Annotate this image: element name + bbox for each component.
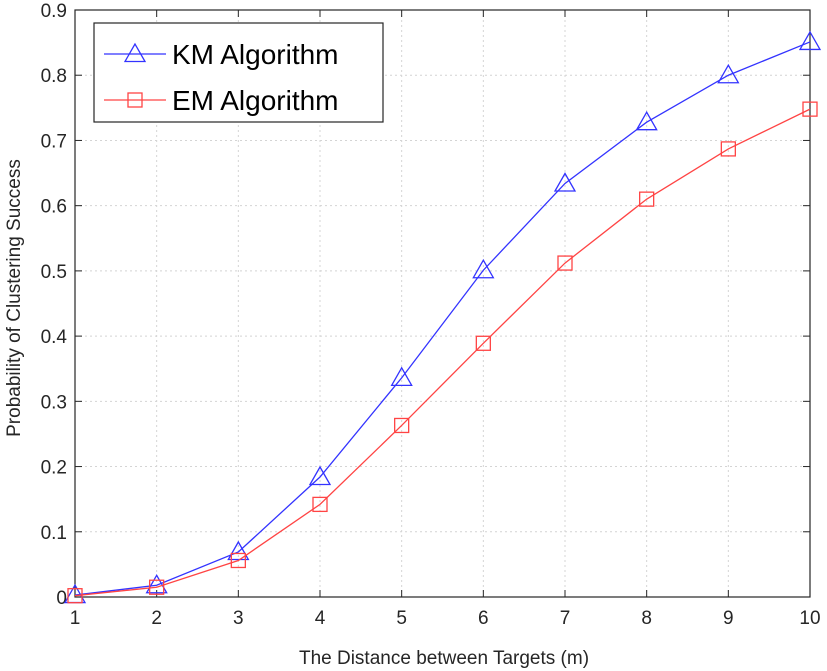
y-tick-label: 0.4 [41,327,68,348]
plot-frame [74,9,811,598]
x-axis-label: The Distance between Targets (m) [299,648,589,669]
data-point-square [557,255,573,271]
y-tick-label: 0.2 [41,458,67,479]
data-point-square [230,552,246,569]
data-point-square [394,417,410,434]
series-em [67,101,818,604]
y-tick-label: 0.3 [41,392,67,413]
y-axis-label: Probability of Clustering Success [4,159,25,437]
data-point-triangle [798,30,822,51]
series-layer [63,30,822,604]
series-line [74,108,811,597]
series-km [63,30,822,604]
data-point-square [149,579,165,595]
data-point-triangle [553,172,577,192]
legend-marker-em [127,92,143,108]
y-tick-label: 0.9 [41,1,67,22]
y-tick-label: 0.7 [41,131,67,152]
data-point-triangle [145,573,168,594]
x-tick-label: 7 [560,608,571,629]
data-point-triangle [308,465,332,486]
series-line [74,41,811,596]
y-tick-label: 0.5 [41,262,67,283]
legend-label-em: EM Algorithm [172,85,339,116]
data-point-square [475,335,491,351]
y-tick-label: 0.8 [41,66,67,87]
legend-marker-km [123,42,147,63]
legend: KM Algorithm EM Algorithm [93,22,384,123]
legend-label-km: KM Algorithm [172,39,339,70]
x-tick-label: 6 [478,608,489,629]
y-tick-label: 0 [56,588,67,609]
data-point-square [639,191,655,207]
x-tick-label: 5 [396,608,407,629]
x-tick-label: 4 [315,608,326,629]
x-tick-label: 8 [641,608,652,629]
y-tick-label: 0.1 [41,523,67,544]
data-point-square [67,588,83,604]
data-point-triangle [472,258,495,279]
data-point-square [312,496,328,513]
data-point-triangle [635,110,658,131]
x-tick-label: 9 [723,608,734,629]
data-point-triangle [717,63,740,84]
data-point-square [720,141,736,157]
data-point-triangle [390,366,413,387]
axes: 1 2 3 4 5 6 7 8 9 10 0 0.1 0.2 0.3 0.4 0.5 0.6 0.7 0.8 0.9 [41,1,821,629]
data-point-square [802,101,818,117]
y-tick-label: 0.6 [41,197,67,218]
x-tick-label: 10 [799,608,820,629]
x-tick-label: 1 [70,608,81,629]
x-tick-label: 3 [233,608,244,629]
x-tick-label: 2 [151,608,162,629]
data-point-triangle [227,540,250,561]
